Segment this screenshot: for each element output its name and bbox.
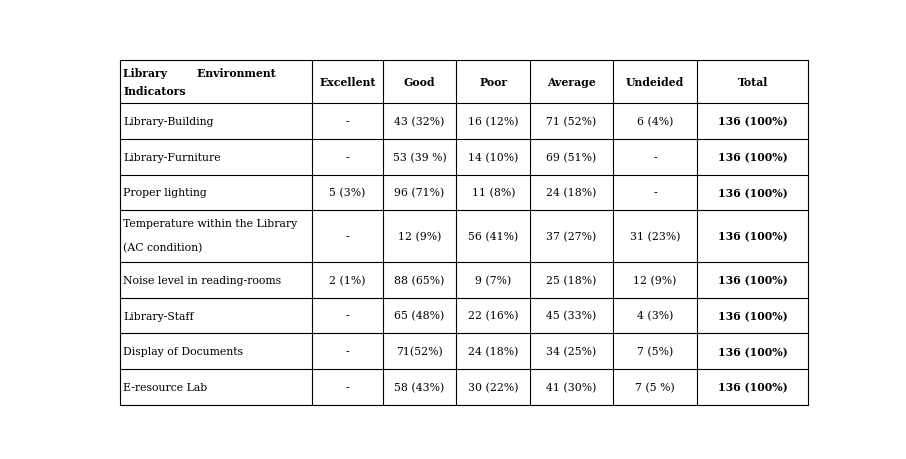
Text: Average: Average: [547, 77, 596, 88]
Text: Indicators: Indicators: [123, 86, 186, 97]
Text: 31 (23%): 31 (23%): [630, 231, 680, 242]
Text: 24 (18%): 24 (18%): [468, 347, 518, 357]
Text: 136 (100%): 136 (100%): [718, 152, 787, 163]
Text: 25 (18%): 25 (18%): [546, 275, 597, 285]
Text: 56 (41%): 56 (41%): [468, 231, 518, 242]
Text: -: -: [653, 188, 657, 198]
Text: 2 (1%): 2 (1%): [329, 275, 366, 285]
Text: Library-Staff: Library-Staff: [123, 311, 194, 321]
Text: Undeided: Undeided: [626, 77, 684, 88]
Text: Temperature within the Library: Temperature within the Library: [123, 219, 297, 229]
Text: 136 (100%): 136 (100%): [718, 310, 787, 321]
Text: 136 (100%): 136 (100%): [718, 346, 787, 357]
Text: 37 (27%): 37 (27%): [546, 231, 597, 242]
Text: 7 (5%): 7 (5%): [637, 347, 673, 357]
Text: Library        Environment: Library Environment: [123, 68, 275, 79]
Text: 65 (48%): 65 (48%): [394, 311, 445, 321]
Text: 71 (52%): 71 (52%): [546, 117, 597, 127]
Text: 53 (39 %): 53 (39 %): [392, 152, 447, 162]
Text: -: -: [346, 311, 350, 321]
Text: -: -: [346, 382, 350, 392]
Text: -: -: [346, 117, 350, 127]
Text: 6 (4%): 6 (4%): [637, 117, 673, 127]
Text: 88 (65%): 88 (65%): [394, 275, 445, 285]
Text: 45 (33%): 45 (33%): [546, 311, 597, 321]
Text: Poor: Poor: [479, 77, 507, 88]
Text: 9 (7%): 9 (7%): [476, 275, 512, 285]
Text: 136 (100%): 136 (100%): [718, 116, 787, 127]
Text: 136 (100%): 136 (100%): [718, 231, 787, 242]
Text: -: -: [346, 347, 350, 357]
Text: 4 (3%): 4 (3%): [637, 311, 673, 321]
Text: Noise level in reading-rooms: Noise level in reading-rooms: [123, 275, 281, 285]
Text: 22 (16%): 22 (16%): [468, 311, 518, 321]
Text: 96 (71%): 96 (71%): [394, 188, 445, 198]
Text: 30 (22%): 30 (22%): [468, 382, 518, 392]
Text: 136 (100%): 136 (100%): [718, 188, 787, 199]
Text: 5 (3%): 5 (3%): [329, 188, 366, 198]
Text: 69 (51%): 69 (51%): [546, 152, 597, 162]
Text: 34 (25%): 34 (25%): [546, 347, 597, 357]
Text: 12 (9%): 12 (9%): [398, 231, 441, 242]
Text: 11 (8%): 11 (8%): [472, 188, 516, 198]
Text: 12 (9%): 12 (9%): [633, 275, 677, 285]
Text: 41 (30%): 41 (30%): [546, 382, 597, 392]
Text: -: -: [346, 152, 350, 162]
Text: 136 (100%): 136 (100%): [718, 275, 787, 285]
Text: Good: Good: [404, 77, 435, 88]
Text: -: -: [653, 152, 657, 162]
Text: (AC condition): (AC condition): [123, 243, 202, 253]
Text: E-resource Lab: E-resource Lab: [123, 382, 207, 392]
Text: 136 (100%): 136 (100%): [718, 382, 787, 392]
Text: -: -: [346, 232, 350, 241]
Text: Excellent: Excellent: [319, 77, 376, 88]
Text: 24 (18%): 24 (18%): [546, 188, 597, 198]
Text: Total: Total: [737, 77, 768, 88]
Text: Display of Documents: Display of Documents: [123, 347, 243, 357]
Text: 58 (43%): 58 (43%): [394, 382, 445, 392]
Text: 14 (10%): 14 (10%): [468, 152, 518, 162]
Text: 43 (32%): 43 (32%): [394, 117, 445, 127]
Text: Library-Furniture: Library-Furniture: [123, 152, 221, 162]
Text: 7 (5 %): 7 (5 %): [635, 382, 675, 392]
Text: Library-Building: Library-Building: [123, 117, 214, 127]
Text: Proper lighting: Proper lighting: [123, 188, 207, 198]
Text: 71(52%): 71(52%): [396, 347, 443, 357]
Text: 16 (12%): 16 (12%): [468, 117, 518, 127]
